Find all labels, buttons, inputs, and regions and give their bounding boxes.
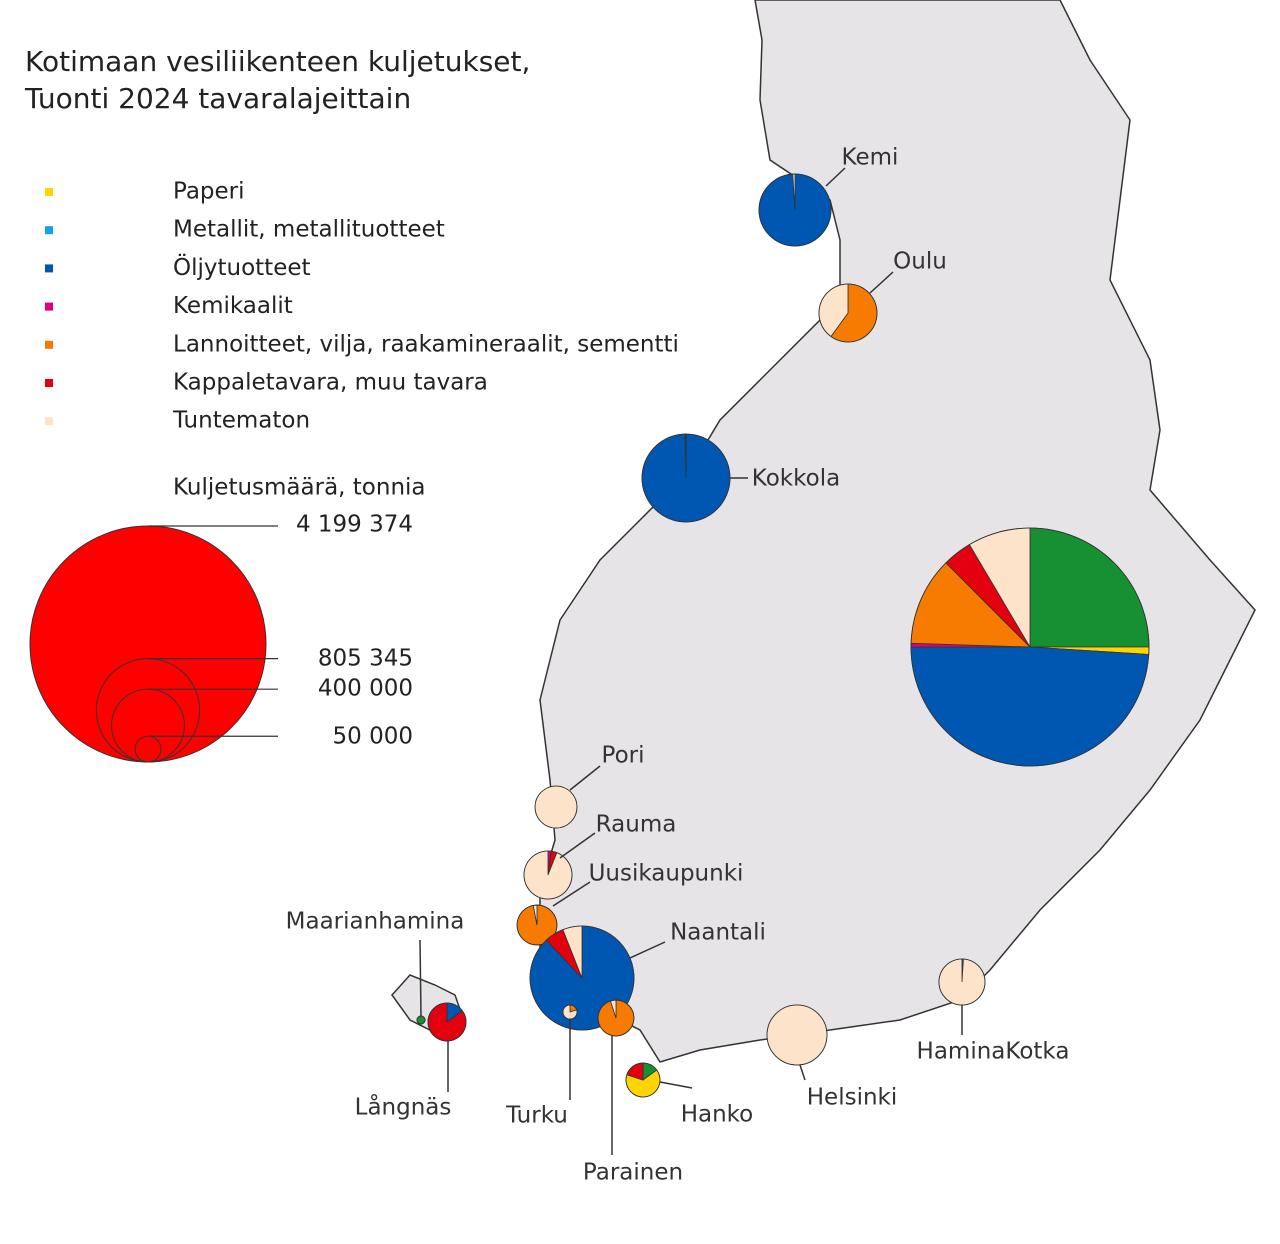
legend-label: Lannoitteet, vilja, raakamineraalit, sem… xyxy=(173,331,679,357)
legend-swatch xyxy=(45,188,53,196)
port-label: Långnäs xyxy=(355,1093,452,1121)
legend-label: Öljytuotteet xyxy=(173,253,311,281)
port-label: Helsinki xyxy=(807,1085,898,1111)
size-circle xyxy=(29,525,267,763)
land xyxy=(539,0,1256,1063)
legend-swatch xyxy=(45,379,53,387)
leader-line xyxy=(629,941,666,959)
port-label: Kemi xyxy=(842,145,899,171)
pie-outline xyxy=(625,1062,661,1098)
legend: Paperi Metallit, metallituotteet Öljytuott… xyxy=(29,179,679,763)
leader-line xyxy=(799,1064,806,1081)
legend-swatch xyxy=(45,264,53,273)
legend-label: Kemikaalit xyxy=(173,293,293,319)
leader-line xyxy=(419,939,422,1017)
pie-outline xyxy=(766,1004,828,1066)
port-label: Pori xyxy=(602,743,645,769)
port-label: Uusikaupunki xyxy=(589,861,744,887)
pie-outline xyxy=(523,850,573,900)
leader-line xyxy=(559,832,596,859)
port-label: Rauma xyxy=(596,812,677,838)
port-label: Kokkola xyxy=(752,466,840,492)
pie-outline xyxy=(534,785,578,829)
legend-swatch xyxy=(45,417,53,426)
title: Kotimaan vesiliikenteen kuljetukset, xyxy=(25,45,530,78)
legend-label: Metallit, metallituotteet xyxy=(173,217,445,243)
legend-label: Tuntematon xyxy=(172,408,310,434)
leader-line xyxy=(825,167,846,187)
leader-line xyxy=(552,881,591,907)
legend-label: Kappaletavara, muu tavara xyxy=(173,370,488,396)
pie-outline xyxy=(818,283,878,343)
port-label: Parainen xyxy=(583,1160,683,1186)
legend-swatch xyxy=(45,226,53,235)
legend-label: Paperi xyxy=(173,179,245,205)
pie-outline xyxy=(516,904,558,946)
port-label: HaminaKotka xyxy=(917,1039,1070,1065)
size-label: 400 000 xyxy=(318,676,413,702)
port-label: Maarianhamina xyxy=(286,909,465,935)
legend-swatch xyxy=(45,340,53,349)
leader-line xyxy=(569,765,601,791)
pie-outline xyxy=(758,173,832,247)
port-label: Hanko xyxy=(681,1102,754,1128)
size-label: 4 199 374 xyxy=(296,512,413,538)
pie-outline xyxy=(597,999,635,1037)
port-label: Turku xyxy=(505,1103,568,1129)
size-legend-title: Kuljetusmäärä, tonnia xyxy=(173,475,426,501)
leader-line xyxy=(659,1081,693,1089)
pie-outline xyxy=(427,1002,467,1042)
pies: Kemi Oulu Kokkola Pori Rauma Uusikaupunki Naan… xyxy=(286,145,1150,1186)
size-label: 50 000 xyxy=(333,724,413,750)
size-label: 805 345 xyxy=(318,646,413,672)
legend-swatch xyxy=(45,302,53,311)
pie-outline xyxy=(910,527,1150,767)
port-label: Oulu xyxy=(893,249,947,275)
title: Tuonti 2024 tavaralajeittain xyxy=(24,82,411,115)
port-label: Naantali xyxy=(670,920,766,946)
leader-line xyxy=(869,271,894,294)
pie-outline xyxy=(529,925,635,1031)
